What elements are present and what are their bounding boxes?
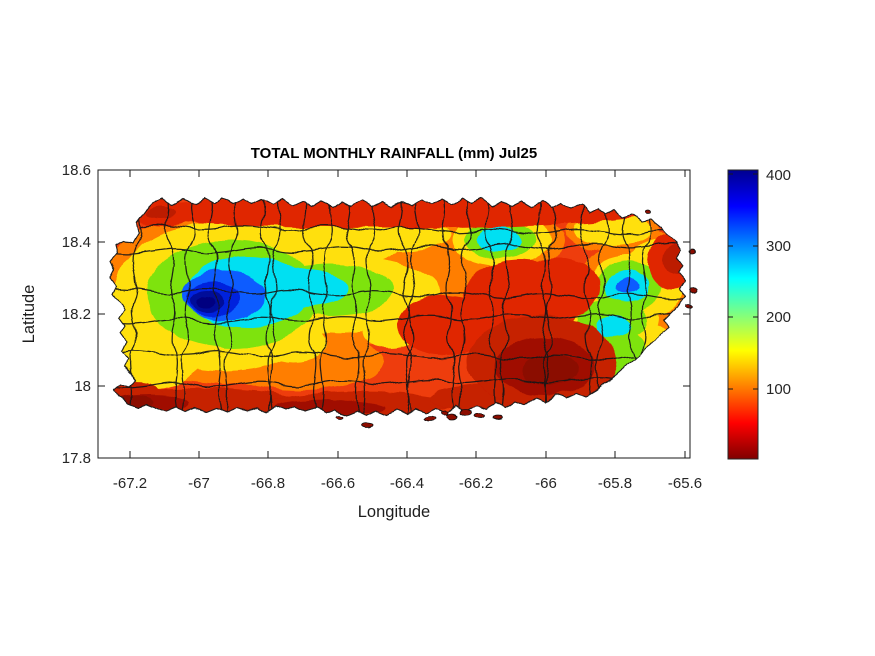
colorbar-tick-label: 100 xyxy=(766,381,791,398)
municipality-boundary xyxy=(117,349,686,362)
cay-islet xyxy=(459,408,473,416)
municipality-boundary xyxy=(110,287,686,300)
contour-band xyxy=(595,315,631,337)
cay-islet xyxy=(492,415,502,421)
municipality-boundary xyxy=(405,198,419,415)
cay-islet xyxy=(474,413,486,419)
municipality-boundary xyxy=(543,198,557,415)
colorbar-ticks xyxy=(728,173,758,390)
puerto-rico-contour-map xyxy=(109,197,699,429)
cay-islet xyxy=(423,416,437,422)
municipality-boundary xyxy=(139,223,686,236)
x-axis-label: Longitude xyxy=(358,503,431,521)
x-tick-label: -66.2 xyxy=(459,475,493,492)
x-tick-label: -66.6 xyxy=(321,475,355,492)
contour-band xyxy=(615,277,639,293)
municipality-boundary xyxy=(165,198,179,415)
plot-title: TOTAL MONTHLY RAINFALL (mm) Jul25 xyxy=(251,145,537,162)
municipality-boundary xyxy=(110,242,686,255)
municipality-boundary xyxy=(181,198,195,415)
cay-islet xyxy=(685,303,693,309)
contour-band xyxy=(572,215,652,245)
municipality-boundary xyxy=(111,312,686,325)
contour-band xyxy=(397,295,493,355)
x-tick-label: -67 xyxy=(188,475,210,492)
contour-band xyxy=(516,258,600,318)
contour-band xyxy=(522,355,578,385)
colorbar: 400 300 200 100 xyxy=(727,167,791,460)
x-tick-label: -66 xyxy=(535,475,557,492)
colorbar-tick-label: 200 xyxy=(766,309,791,326)
cay-islet xyxy=(362,423,374,429)
contour-band xyxy=(663,244,686,276)
y-tick-label: 17.8 xyxy=(62,450,91,467)
y-tick-label: 18.4 xyxy=(62,234,91,251)
municipality-boundary xyxy=(260,198,274,415)
cay-islet xyxy=(645,209,653,215)
contour-band xyxy=(117,396,153,408)
offshore-cays xyxy=(336,209,699,429)
municipality-boundary xyxy=(362,198,376,415)
axis-tick-marks xyxy=(98,169,690,459)
municipality-boundary xyxy=(224,198,238,415)
municipality-boundary xyxy=(500,198,514,415)
contour-bands xyxy=(110,198,686,415)
municipality-boundary xyxy=(579,198,593,415)
municipality-boundary xyxy=(398,198,412,415)
cay-islet xyxy=(446,411,458,419)
contour-band xyxy=(196,298,214,308)
municipality-boundary xyxy=(346,198,360,415)
x-tick-label: -65.8 xyxy=(598,475,632,492)
contour-band xyxy=(130,198,650,228)
x-tick-label: -66.4 xyxy=(390,475,424,492)
cay-islet xyxy=(689,286,699,292)
municipality-boundary xyxy=(319,198,333,415)
municipality-boundary xyxy=(484,198,498,415)
municipality-boundary xyxy=(128,198,142,415)
y-tick-label: 18 xyxy=(74,378,91,395)
municipality-boundary xyxy=(303,198,317,415)
y-axis-label: Latitude xyxy=(20,285,38,344)
y-tick-labels: 18.6 18.4 18.2 18 17.8 xyxy=(62,162,91,467)
y-tick-label: 18.6 xyxy=(62,162,91,179)
cay-islet xyxy=(336,414,344,418)
axes-box xyxy=(97,169,691,459)
cay-islet xyxy=(689,249,697,255)
cay-islet xyxy=(441,409,449,415)
contour-band xyxy=(476,226,522,252)
municipality-boundary xyxy=(457,198,471,415)
x-tick-label: -65.6 xyxy=(668,475,702,492)
colorbar-tick-label: 300 xyxy=(766,238,791,255)
municipality-boundary xyxy=(595,198,609,415)
municipality-boundary xyxy=(441,198,455,415)
municipality-boundary xyxy=(267,198,281,415)
colorbar-gradient xyxy=(727,169,759,460)
municipality-boundary xyxy=(536,198,550,415)
x-tick-label: -66.8 xyxy=(251,475,285,492)
municipality-boundary xyxy=(111,376,686,389)
x-tick-labels: -67.2 -67 -66.8 -66.6 -66.4 -66.2 -66 -6… xyxy=(113,475,702,492)
y-tick-label: 18.2 xyxy=(62,306,91,323)
colorbar-tick-label: 400 xyxy=(766,167,791,184)
municipality-boundary xyxy=(208,198,222,415)
x-tick-label: -67.2 xyxy=(113,475,147,492)
contour-band xyxy=(146,207,176,219)
